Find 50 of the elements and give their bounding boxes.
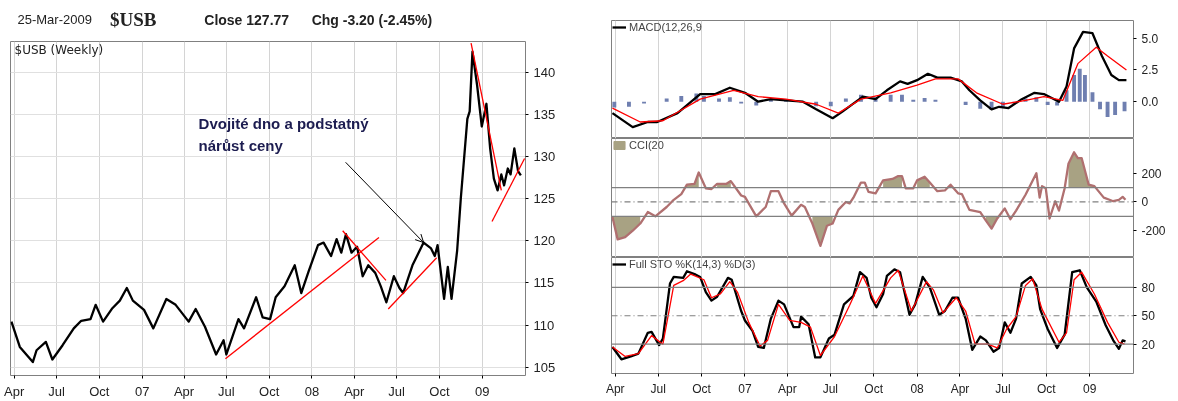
x-tick-label: 08 (304, 383, 320, 399)
x-tick-label: Apr (173, 383, 195, 399)
x-tick-label: Oct (692, 381, 712, 396)
annotation: $USB (Weekly) (14, 42, 104, 57)
y-tick-label: 115 (533, 275, 555, 291)
x-tick-label: Apr (778, 381, 797, 396)
text: Chg -3.20 (-2.45%) (311, 11, 433, 28)
y-tick-label: 135 (533, 107, 556, 123)
chart-title: $USB (110, 9, 157, 30)
annotation: Dvojité dno a podstatný nárůst ceny (198, 114, 370, 154)
x-tick-label: Apr (605, 381, 625, 396)
legend-label: CCI(20 (629, 139, 664, 151)
y-tick-label: 130 (533, 149, 556, 165)
x-tick-label: 07 (738, 381, 752, 396)
y-tick-label: 120 (533, 233, 556, 249)
y-tick-label: 200 (1141, 166, 1162, 181)
y-tick-label: 2.5 (1141, 63, 1159, 78)
x-tick-label: Oct (89, 383, 110, 399)
x-tick-label: Jul (218, 383, 235, 399)
y-tick-label: 0.0 (1141, 95, 1159, 110)
legend-label: MACD(12,26,9 (629, 21, 702, 33)
y-tick-label: 125 (533, 191, 556, 207)
y-tick-label: 105 (533, 359, 556, 375)
y-tick-label: 50 (1141, 309, 1156, 324)
x-tick-label: 09 (475, 383, 490, 399)
y-tick-label: -200 (1141, 224, 1166, 239)
x-tick-label: 09 (1082, 381, 1097, 396)
x-tick-label: 08 (910, 381, 925, 396)
x-tick-label: Oct (864, 381, 884, 396)
y-tick-label: 140 (533, 65, 556, 81)
y-tick-label: 110 (533, 317, 555, 333)
x-tick-label: Jul (48, 383, 65, 399)
y-tick-label: 0 (1141, 195, 1149, 210)
y-tick-label: 80 (1141, 280, 1156, 295)
text: Close 127.77 (204, 11, 290, 28)
x-tick-label: Oct (429, 383, 450, 399)
legend-label: Full STO %K(14,3) %D(3) (629, 258, 756, 270)
x-tick-label: Jul (388, 383, 406, 399)
chart-subtitle: 25-Mar-2009 (17, 12, 92, 27)
x-tick-label: Apr (344, 383, 366, 399)
y-tick-label: 20 (1141, 337, 1156, 352)
x-tick-label: Oct (259, 383, 280, 399)
y-tick-label: 5.0 (1141, 31, 1159, 46)
x-tick-label: Oct (1036, 381, 1057, 396)
x-tick-label: Jul (822, 381, 838, 396)
x-tick-label: Apr (950, 381, 970, 396)
x-tick-label: Jul (995, 381, 1011, 396)
x-tick-label: 07 (134, 383, 150, 399)
x-tick-label: Apr (4, 383, 26, 399)
x-tick-label: Jul (650, 381, 666, 396)
